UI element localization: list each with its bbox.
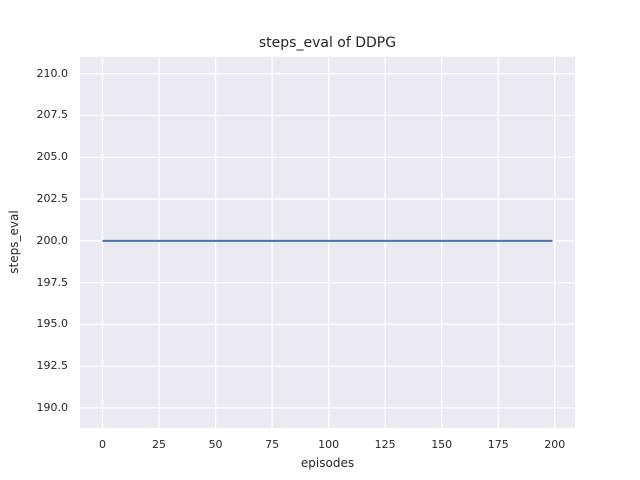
y-tick-label: 207.5 bbox=[36, 108, 69, 122]
x-tick-label: 150 bbox=[431, 438, 453, 451]
y-tick-label: 197.5 bbox=[36, 275, 69, 289]
x-tick-label: 125 bbox=[374, 438, 396, 451]
y-tick-label: 202.5 bbox=[36, 192, 69, 206]
y-tick-label: 190.0 bbox=[36, 400, 69, 414]
x-tick-label: 50 bbox=[208, 438, 223, 451]
x-axis-label: episodes bbox=[300, 456, 355, 470]
plot-canvas bbox=[80, 57, 575, 428]
chart-title: steps_eval of DDPG bbox=[258, 35, 397, 51]
y-tick-label: 200.0 bbox=[36, 233, 69, 247]
x-tick-label: 75 bbox=[265, 438, 280, 451]
y-tick-label: 192.5 bbox=[36, 359, 69, 373]
plot-area bbox=[80, 57, 575, 428]
x-tick-label: 200 bbox=[544, 438, 566, 451]
y-tick-label: 195.0 bbox=[36, 317, 69, 331]
x-tick-label: 100 bbox=[318, 438, 340, 451]
y-tick-label: 210.0 bbox=[36, 66, 69, 80]
x-tick-label: 25 bbox=[152, 438, 167, 451]
x-tick-label: 175 bbox=[487, 438, 509, 451]
y-tick-label: 205.0 bbox=[36, 150, 69, 164]
x-tick-label: 0 bbox=[99, 438, 106, 451]
